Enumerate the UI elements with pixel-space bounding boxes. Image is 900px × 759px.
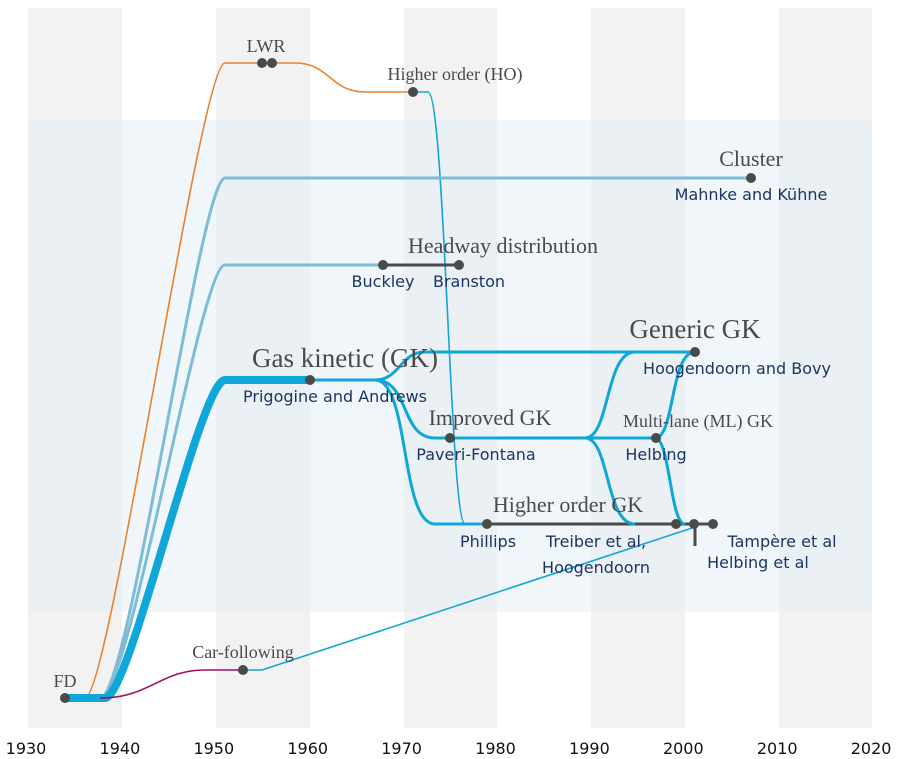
axis-tick-label: 1950 xyxy=(193,739,234,758)
x-axis: 1930 1940 1950 1960 1970 1980 1990 2000 2010 2020 xyxy=(6,739,892,758)
axis-tick-label: 2010 xyxy=(757,739,798,758)
author: Hoogendoorn and Bovy xyxy=(643,359,831,378)
axis-tick-label: 1990 xyxy=(569,739,610,758)
node-label: Car-following xyxy=(192,642,294,662)
author: Hoogendoorn xyxy=(542,558,650,577)
author: Paveri-Fontana xyxy=(416,445,535,464)
axis-tick-label: 1940 xyxy=(100,739,141,758)
author: Mahnke and Kühne xyxy=(675,185,828,204)
node-label: LWR xyxy=(247,36,286,56)
author: Helbing xyxy=(625,445,686,464)
author: Branston xyxy=(433,272,505,291)
axis-tick-label: 2020 xyxy=(851,739,892,758)
node-label: FD xyxy=(53,671,76,691)
author: Buckley xyxy=(352,272,415,291)
node-label: Improved GK xyxy=(429,405,552,430)
axis-tick-label: 2000 xyxy=(663,739,704,758)
axis-tick-label: 1930 xyxy=(6,739,47,758)
author: Treiber et al, xyxy=(545,532,646,551)
author: Phillips xyxy=(460,532,516,551)
axis-tick-label: 1960 xyxy=(287,739,328,758)
node-label: Multi-lane (ML) GK xyxy=(623,411,773,432)
author: Helbing et al xyxy=(707,553,809,572)
axis-tick-label: 1980 xyxy=(475,739,516,758)
dots xyxy=(60,58,756,703)
author: Prigogine and Andrews xyxy=(243,387,427,406)
node-label: Higher order GK xyxy=(493,492,643,517)
node-label: Cluster xyxy=(719,146,783,171)
labels: FD LWR Higher order (HO) Cluster Mahnke … xyxy=(53,36,836,691)
node-label: Gas kinetic (GK) xyxy=(252,343,438,373)
links xyxy=(65,62,751,702)
axis-tick-label: 1970 xyxy=(381,739,422,758)
node-label: Generic GK xyxy=(629,314,761,344)
node-label: Headway distribution xyxy=(408,233,598,258)
node-label: Higher order (HO) xyxy=(388,64,523,85)
author: Tampère et al xyxy=(726,532,836,551)
